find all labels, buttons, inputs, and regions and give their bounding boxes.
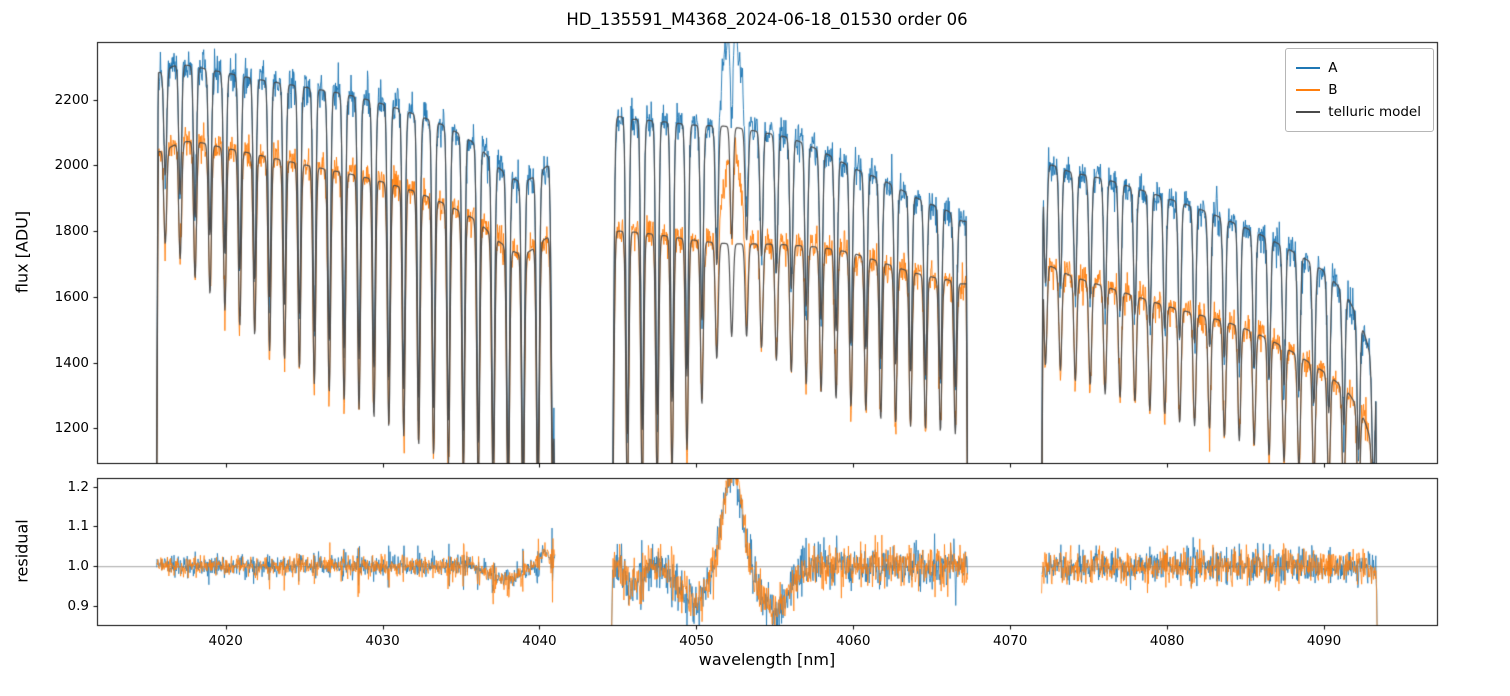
legend-label-b: B bbox=[1328, 82, 1338, 98]
flux-y-tick-label: 1400 bbox=[54, 354, 89, 371]
residual-y-tick-label: 0.9 bbox=[67, 597, 89, 614]
legend-item-a: A bbox=[1296, 57, 1421, 79]
flux-y-tick-label: 2000 bbox=[54, 157, 89, 174]
flux-y-tick-label: 2200 bbox=[54, 91, 89, 108]
flux-y-tick-label: 1600 bbox=[54, 288, 89, 305]
x-tick-label: 4080 bbox=[1149, 633, 1185, 649]
x-tick-label: 4090 bbox=[1306, 633, 1342, 649]
flux-y-tick-label: 1200 bbox=[54, 420, 89, 437]
flux-axis-label: flux [ADU] bbox=[12, 210, 32, 294]
x-tick-label: 4050 bbox=[679, 633, 714, 649]
x-tick-label: 4040 bbox=[522, 633, 557, 649]
residual-y-tick-label: 1.0 bbox=[67, 558, 89, 575]
residual-y-tick-label: 1.2 bbox=[67, 478, 89, 495]
flux-y-tick-label: 1800 bbox=[54, 223, 89, 240]
legend-line-b-icon bbox=[1296, 89, 1321, 91]
legend-item-telluric: telluric model bbox=[1296, 101, 1421, 123]
legend-label-telluric: telluric model bbox=[1328, 104, 1421, 120]
legend: A B telluric model bbox=[1285, 48, 1434, 132]
x-tick-label: 4070 bbox=[993, 633, 1028, 649]
legend-item-b: B bbox=[1296, 79, 1421, 101]
residual-y-tick-label: 1.1 bbox=[67, 518, 89, 535]
residual-axis-label: residual bbox=[12, 519, 32, 583]
legend-line-a-icon bbox=[1296, 67, 1321, 69]
x-tick-label: 4060 bbox=[836, 633, 871, 649]
x-tick-label: 4020 bbox=[208, 633, 243, 649]
chart-title: HD_135591_M4368_2024-06-18_01530 order 0… bbox=[566, 10, 968, 29]
legend-line-telluric-icon bbox=[1296, 111, 1321, 113]
x-axis-label: wavelength [nm] bbox=[698, 650, 836, 669]
x-tick-label: 4030 bbox=[365, 633, 400, 649]
legend-label-a: A bbox=[1328, 60, 1338, 76]
